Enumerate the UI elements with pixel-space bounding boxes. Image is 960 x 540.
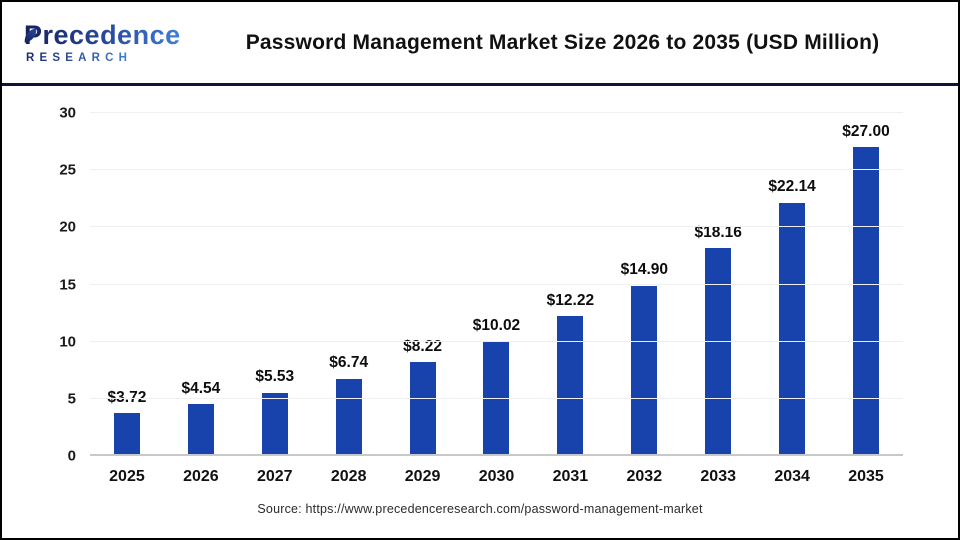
x-tick-label-2034: 2034 [774, 468, 810, 485]
y-tick-label-0: 0 [67, 447, 76, 465]
bar-2031 [557, 316, 584, 456]
x-axis-labels: 2025 2026 2027 2028 2029 2030 2031 2032 2033 2034… [90, 468, 903, 486]
bar-slot-2027: $5.53 [238, 113, 312, 456]
bar-slot-2035: $27.00 [829, 113, 903, 456]
logo-line1: Precedence [24, 20, 181, 51]
gridline-15 [90, 283, 903, 285]
bar-slot-2025: $3.72 [90, 113, 164, 456]
x-tick-label-2027: 2027 [256, 468, 293, 485]
y-tick-label-25: 25 [59, 161, 76, 179]
value-label-2029: $8.22 [403, 337, 442, 355]
value-label-2034: $22.14 [768, 178, 816, 196]
precedence-research-logo: Precedence RESEARCH [20, 20, 185, 64]
bars-layer: $3.72 $4.54 $5.53 $6.74 $8.22 $10.02 $12.22 $14… [90, 113, 903, 456]
bar-2026 [187, 404, 214, 456]
value-label-2030: $10.02 [472, 316, 521, 334]
value-label-2033: $18.16 [694, 223, 742, 241]
bar-slot-2032: $14.90 [607, 113, 681, 456]
bar-slot-2030: $10.02 [460, 113, 534, 456]
x-tick-label-2031: 2031 [552, 468, 589, 485]
bar-2033 [705, 248, 732, 456]
plot-area: $3.72 $4.54 $5.53 $6.74 $8.22 $10.02 $12.22 $14… [59, 106, 903, 464]
page-title: Password Management Market Size 2026 to … [245, 30, 880, 54]
logo-wordmark: Precedence [23, 20, 181, 51]
value-label-2035: $27.00 [842, 122, 890, 140]
x-tick-label-2032: 2032 [626, 468, 663, 485]
gridline-10 [90, 340, 903, 342]
bar-slot-2031: $12.22 [533, 113, 607, 456]
y-tick-label-10: 10 [59, 333, 76, 351]
bar-slot-2028: $6.74 [312, 113, 386, 456]
bar-2032 [631, 285, 658, 456]
gridline-25 [90, 169, 903, 171]
gridline-30 [90, 112, 903, 113]
bar-2035 [853, 147, 880, 456]
x-tick-label-2025: 2025 [109, 468, 145, 485]
gridline-5 [90, 397, 903, 399]
x-tick-label-2030: 2030 [478, 468, 515, 485]
plot-wrap: $3.72 $4.54 $5.53 $6.74 $8.22 $10.02 $12.22 $14… [59, 106, 903, 486]
x-tick-label-2028: 2028 [330, 468, 367, 485]
bar-2025 [113, 413, 140, 456]
header-divider [2, 83, 958, 86]
chart-region: $3.72 $4.54 $5.53 $6.74 $8.22 $10.02 $12.22 $14… [2, 86, 958, 516]
y-tick-label-30: 30 [59, 104, 76, 122]
y-tick-label-5: 5 [67, 390, 76, 408]
title-zone: Password Management Market Size 2026 to … [185, 31, 940, 55]
value-label-2028: $6.74 [329, 354, 369, 372]
value-label-2027: $5.53 [255, 368, 295, 386]
x-tick-label-2033: 2033 [700, 468, 736, 485]
bar-2028 [335, 378, 362, 456]
value-label-2025: $3.72 [107, 388, 147, 406]
x-tick-label-2035: 2035 [848, 468, 884, 485]
bar-slot-2033: $18.16 [681, 113, 755, 456]
x-tick-label-2026: 2026 [183, 468, 219, 485]
bar-slot-2029: $8.22 [386, 113, 460, 456]
x-axis-line [90, 454, 903, 456]
value-label-2031: $12.22 [546, 291, 595, 309]
bar-slot-2034: $22.14 [755, 113, 829, 456]
value-label-2026: $4.54 [181, 379, 221, 397]
y-tick-label-20: 20 [59, 218, 76, 236]
header: Precedence RESEARCH Password Management … [2, 2, 958, 83]
value-label-2032: $14.90 [620, 261, 669, 279]
bar-slot-2026: $4.54 [164, 113, 238, 456]
source-text: Source: https://www.precedenceresearch.c… [257, 502, 703, 516]
bar-2029 [409, 362, 436, 456]
bar-2027 [261, 392, 288, 456]
logo-line2: RESEARCH [26, 51, 133, 64]
bar-2034 [779, 202, 806, 456]
y-tick-label-15: 15 [59, 276, 76, 293]
x-tick-label-2029: 2029 [404, 468, 441, 485]
gridline-20 [90, 226, 903, 228]
